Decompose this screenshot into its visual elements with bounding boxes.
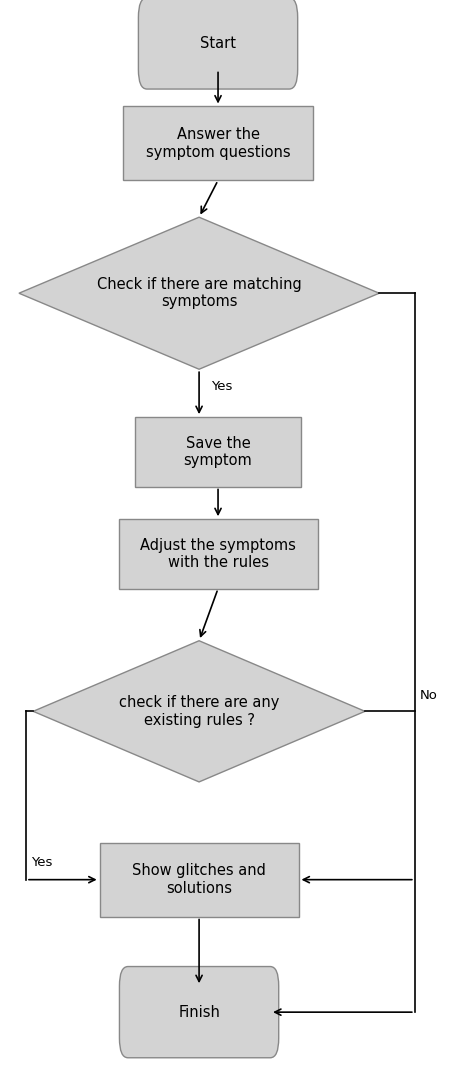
Text: Save the
symptom: Save the symptom (183, 435, 253, 468)
FancyBboxPatch shape (100, 843, 299, 917)
FancyBboxPatch shape (118, 519, 318, 589)
Text: check if there are any
existing rules ?: check if there are any existing rules ? (119, 695, 279, 728)
Text: Finish: Finish (178, 1005, 220, 1020)
Polygon shape (33, 641, 365, 782)
FancyBboxPatch shape (119, 967, 279, 1058)
Text: No: No (419, 689, 438, 702)
Text: Yes: Yes (211, 380, 232, 393)
Text: Yes: Yes (31, 856, 52, 869)
Text: Adjust the symptoms
with the rules: Adjust the symptoms with the rules (140, 538, 296, 570)
Text: Check if there are matching
symptoms: Check if there are matching symptoms (97, 277, 301, 310)
Polygon shape (19, 217, 379, 369)
FancyBboxPatch shape (123, 106, 313, 180)
Text: Show glitches and
solutions: Show glitches and solutions (132, 863, 266, 896)
FancyBboxPatch shape (135, 417, 301, 487)
Text: Answer the
symptom questions: Answer the symptom questions (146, 127, 291, 160)
FancyBboxPatch shape (138, 0, 298, 89)
Text: Start: Start (200, 36, 236, 51)
